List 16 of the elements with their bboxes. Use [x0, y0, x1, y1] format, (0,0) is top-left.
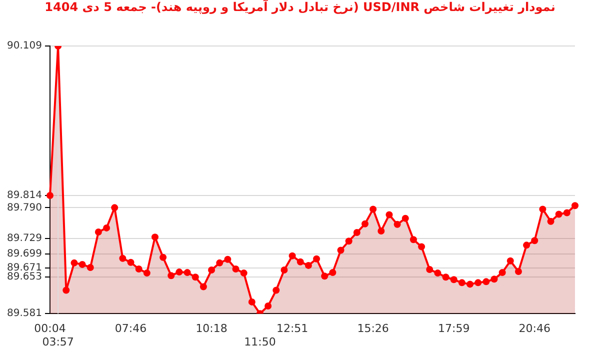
y-tick-label: 90.109 [6, 40, 42, 52]
x-tick-label: 10:18 [196, 322, 228, 336]
y-tick-label: 89.699 [6, 248, 42, 260]
y-tick-label: 89.729 [6, 233, 42, 244]
x-tick-label: 20:46 [518, 322, 550, 336]
x-tick-label: 00:04 [34, 322, 66, 336]
x-tick-label: 03:57 [42, 335, 74, 348]
x-tick-label: 07:46 [114, 322, 147, 336]
y-tick-label: 89.653 [6, 272, 42, 283]
x-tick-label: 17:59 [438, 322, 470, 336]
x-tick-label: 15:26 [357, 322, 389, 336]
y-tick-label: 89.790 [6, 202, 42, 214]
y-tick-label: 89.814 [6, 190, 42, 202]
x-tick-label: 11:50 [244, 335, 276, 348]
x-tick-label: 12:51 [276, 322, 308, 336]
y-tick-label: 89.581 [6, 308, 42, 320]
